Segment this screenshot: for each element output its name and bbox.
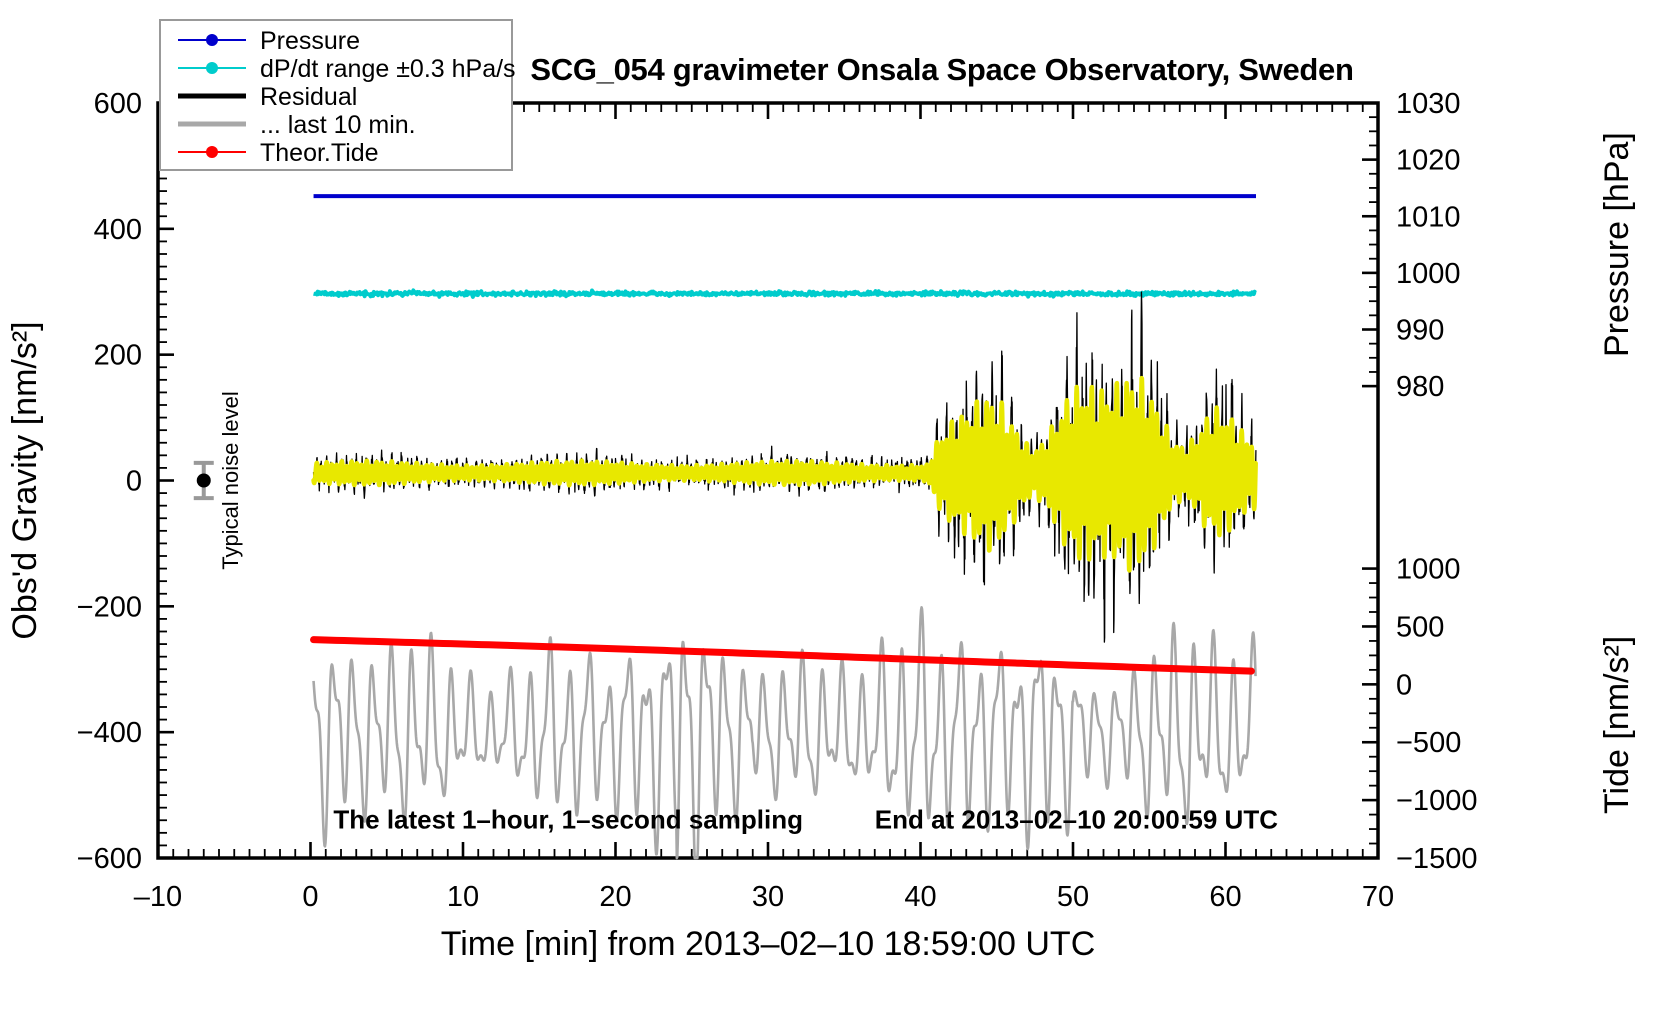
y-tick-label: 600 [94,88,142,120]
y-tick-label: −400 [77,717,142,749]
last-10-min-trace [312,606,1257,860]
noise-level-label: Typical noise level [218,391,243,570]
pressure-axis-title: Pressure [hPa] [1598,132,1636,357]
pressure-tick-label: 1030 [1396,88,1461,120]
y-tick-label: −200 [77,591,142,623]
y-tick-label: 200 [94,340,142,372]
typical-noise-level [193,460,214,501]
tide-tick-label: −1000 [1396,785,1477,817]
legend-label-2: Residual [260,83,357,111]
tide-axis-title: Tide [nm/s²] [1598,636,1636,814]
residual-smoothed-trace [311,375,1258,573]
x-tick-label: 10 [447,881,479,913]
x-tick-label: 70 [1362,881,1394,913]
x-tick-label: 20 [599,881,631,913]
legend-item[interactable]: Theor.Tide [178,139,379,167]
tide-tick-label: −500 [1396,727,1461,759]
pressure-tick-label: 1020 [1396,145,1461,177]
legend-marker-1 [206,62,218,74]
theor-tide-trace [310,636,1255,675]
legend-label-4: Theor.Tide [260,139,379,167]
x-tick-label: 0 [302,881,318,913]
y-axis-title: Obs'd Gravity [nm/s²] [6,321,44,639]
pressure-tick-label: 980 [1396,371,1444,403]
y-tick-label: −600 [77,843,142,875]
dpdt-trace [312,288,1257,299]
chart-title: SCG_054 gravimeter Onsala Space Observat… [530,52,1353,87]
sampling-note: The latest 1–hour, 1–second sampling [333,804,803,834]
tide-tick-label: 1000 [1396,554,1461,586]
tide-tick-label: 500 [1396,611,1444,643]
legend-item[interactable]: dP/dt range ±0.3 hPa/s [178,55,516,83]
pressure-tick-label: 1010 [1396,201,1461,233]
legend-label-0: Pressure [260,27,360,55]
legend-marker-4 [206,146,218,158]
legend-label-1: dP/dt range ±0.3 hPa/s [260,55,516,83]
tide-tick-label: −1500 [1396,843,1477,875]
y-tick-label: 0 [126,466,142,498]
end-time-note: End at 2013–02–10 20:00:59 UTC [875,804,1278,834]
legend-item[interactable]: Residual [178,83,357,111]
y-axis-right [1362,101,1378,860]
x-axis-title: Time [min] from 2013–02–10 18:59:00 UTC [441,925,1096,963]
legend-item[interactable]: Pressure [178,27,360,55]
y-axis-left [158,101,174,860]
x-tick-label: 50 [1057,881,1089,913]
noise-dot [196,473,211,488]
x-tick-label: –10 [134,881,182,913]
pressure-tick-label: 1000 [1396,258,1461,290]
legend-label-3: ... last 10 min. [260,111,416,139]
legend-item[interactable]: ... last 10 min. [178,111,416,139]
y-tick-label: 400 [94,214,142,246]
pressure-tick-label: 990 [1396,315,1444,347]
tide-tick-label: 0 [1396,669,1412,701]
x-tick-label: 40 [904,881,936,913]
x-tick-label: 30 [752,881,784,913]
x-tick-label: 60 [1209,881,1241,913]
legend-marker-0 [206,34,218,46]
